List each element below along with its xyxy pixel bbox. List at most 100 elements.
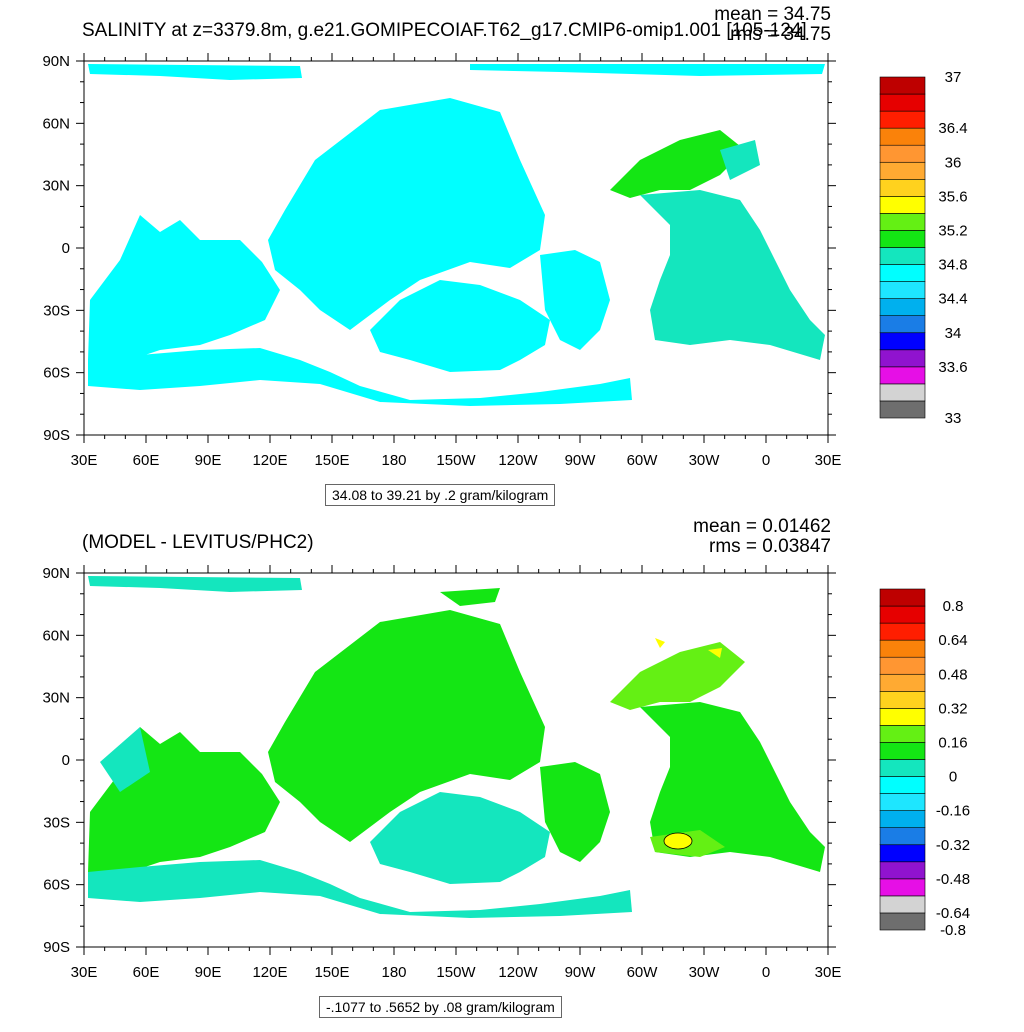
panel1-colorbar: 33 33.6 34 34.4 34.8 35.2 35.6 36 36.4 37 [879,69,968,427]
y-tick-label: 30N [42,690,70,707]
colorbar-swatch [879,264,926,282]
panel2-title: (MODEL - LEVITUS/PHC2) [82,532,314,553]
x-tick-label: 90W [565,964,597,981]
panel2-axes: 30E 60E 90E 120E 150E 180 150W 120W 90W 60W 30W 0 30… [42,565,841,981]
x-tick-label: 120W [498,964,538,981]
panel2-ocean-fields [88,576,825,918]
ocean-arctic-east [470,64,825,76]
x-tick-label: 0 [762,964,770,981]
ocean-arctic-atlantic [720,140,760,180]
y-tick-label: 60N [42,115,70,132]
colorbar-label: -0.48 [936,871,970,888]
colorbar-swatch [879,93,926,112]
panel2-info-box: -.1077 to .5652 by .08 gram/kilogram [319,996,562,1018]
x-tick-label: 30W [689,452,721,469]
ocean-atlantic [640,702,825,872]
x-tick-label: 60E [133,452,160,469]
panel1-info-box: 34.08 to 39.21 by .2 gram/kilogram [325,484,556,506]
colorbar-swatch [879,127,926,146]
ocean-south-pacific [370,280,550,372]
colorbar-swatch [879,793,926,811]
colorbar-label: 0.48 [938,666,967,683]
ocean-north-atlantic [610,130,745,198]
colorbar-swatch [879,742,926,760]
colorbar-swatch [879,673,926,692]
x-tick-label: 0 [762,452,770,469]
x-tick-label: 60E [133,964,160,981]
x-tick-label: 120W [498,452,538,469]
colorbar-label: 34 [945,325,962,342]
ocean-southern [88,860,632,918]
ocean-anomaly-peak [663,832,693,850]
colorbar-swatch [879,400,926,419]
x-tick-label: 150W [436,452,476,469]
colorbar-swatch [879,366,926,385]
colorbar-swatch [879,161,926,180]
colorbar-swatch [879,332,926,351]
colorbar-swatch [879,144,926,163]
colorbar-swatch [879,776,926,794]
colorbar-swatch [879,878,926,897]
x-tick-label: 180 [381,452,406,469]
x-tick-label: 180 [381,964,406,981]
colorbar-swatch [879,213,926,231]
colorbar-swatch [879,179,926,197]
x-tick-label: 120E [252,964,287,981]
ocean-anomaly-arctic2 [708,648,722,658]
x-tick-label: 30E [71,964,98,981]
colorbar-swatch [879,895,926,914]
colorbar-swatch [879,349,926,368]
panel1-rms: rms = 34.75 [730,24,831,45]
colorbar-label: 0.16 [938,734,967,751]
panel2-map: 30E 60E 90E 120E 150E 180 150W 120W 90W 60W 30W 0 30… [42,565,970,981]
colorbar-swatch [879,810,926,828]
panel2-mean: mean = 0.01462 [693,516,831,537]
ocean-southern [88,348,632,406]
colorbar-label: 36.4 [938,120,967,137]
colorbar-label: 34.8 [938,257,967,274]
colorbar-swatch [879,708,926,726]
ocean-south-atlantic-west [540,762,610,862]
ocean-south-pacific [370,792,550,884]
y-tick-label: 60S [43,365,70,382]
ocean-anomaly-arctic [655,638,665,648]
ocean-pacific [268,98,545,330]
colorbar-label: -0.8 [940,922,966,939]
x-tick-label: 30E [815,964,842,981]
x-tick-label: 90W [565,452,597,469]
y-tick-label: 30S [43,814,70,831]
colorbar-swatch [879,639,926,658]
colorbar-label: 36 [945,154,962,171]
panel1-axes: 30E 60E 90E 120E 150E 180 150W 120W 90W 60W 30W 0 30… [42,53,841,469]
x-tick-label: 30E [71,452,98,469]
colorbar-label: -0.64 [936,905,970,922]
colorbar-label: -0.16 [936,803,970,820]
y-tick-label: 30S [43,302,70,319]
x-tick-label: 60W [627,452,659,469]
colorbar-label: 0.8 [943,598,964,615]
colorbar-swatch [879,76,926,95]
colorbar-swatch [879,605,926,624]
colorbar-label: 0.64 [938,632,967,649]
colorbar-swatch [879,110,926,129]
colorbar-swatch [879,383,926,402]
colorbar-label: 33 [945,410,962,427]
y-tick-label: 60N [42,627,70,644]
colorbar-label: 35.2 [938,222,967,239]
colorbar-swatch [879,725,926,743]
y-tick-label: 0 [62,752,70,769]
colorbar-swatch [879,656,926,675]
colorbar-swatch [879,230,926,248]
colorbar-swatch [879,196,926,214]
panel1-mean: mean = 34.75 [714,4,831,25]
y-tick-label: 90S [43,939,70,956]
ocean-arctic-green [440,588,500,606]
y-tick-label: 90N [42,565,70,582]
colorbar-swatch [879,588,926,607]
x-tick-label: 30W [689,964,721,981]
x-tick-label: 30E [815,452,842,469]
x-tick-label: 150E [314,452,349,469]
ocean-arctic [88,576,302,592]
colorbar-swatch [879,844,926,863]
ocean-atlantic [640,190,825,360]
